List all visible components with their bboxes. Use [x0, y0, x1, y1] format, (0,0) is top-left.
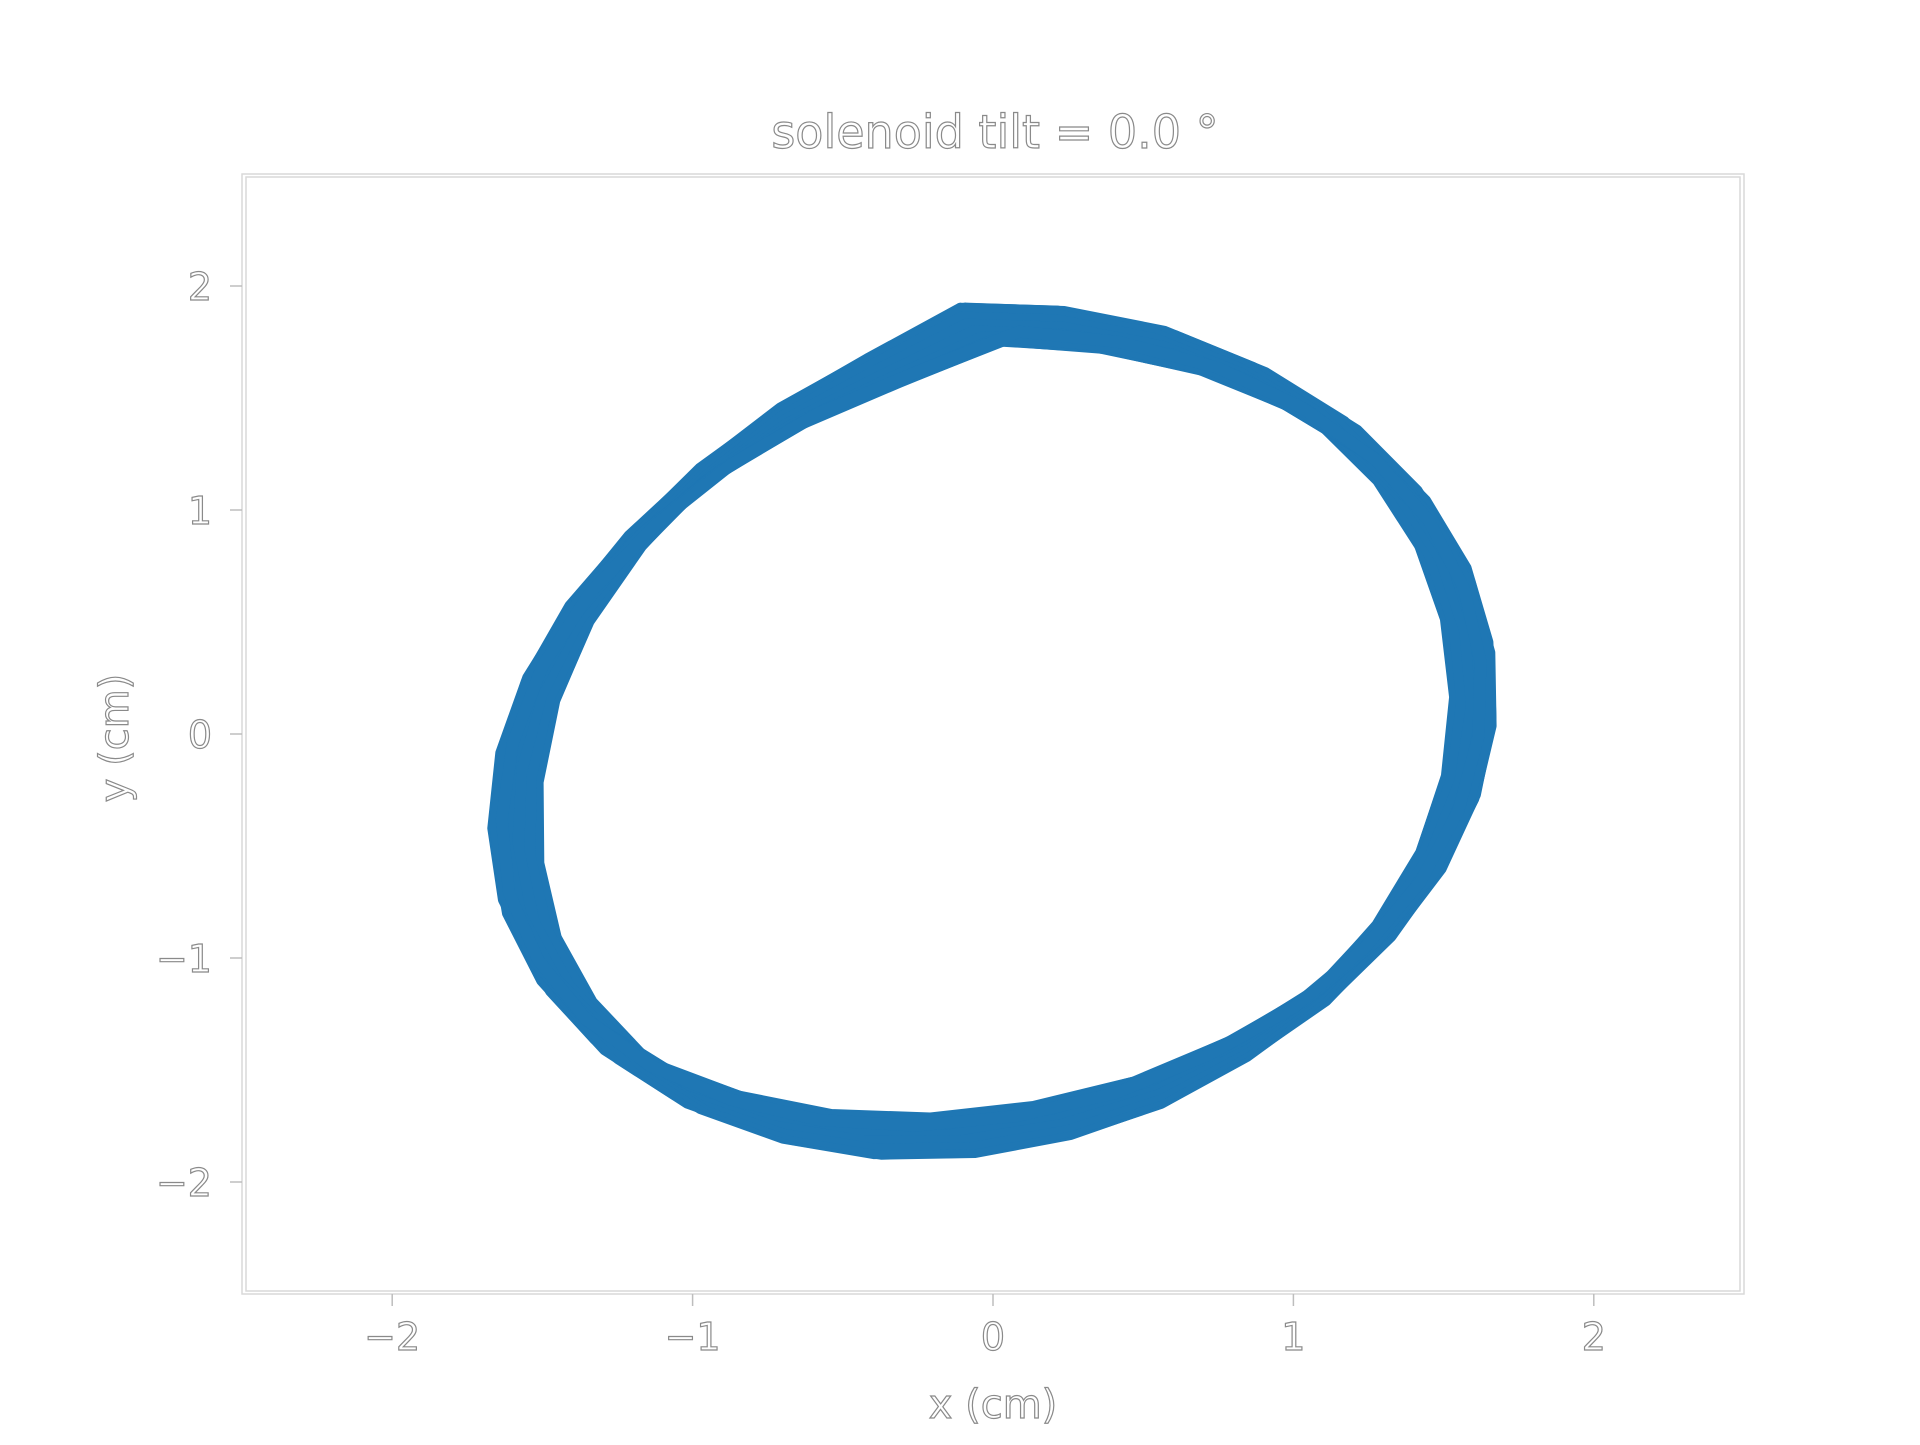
series-line	[526, 302, 1466, 1160]
series-line	[491, 334, 1495, 1126]
x-tick-label: −1	[665, 1315, 721, 1359]
x-axis-label: x (cm)	[929, 1382, 1058, 1428]
x-tick-label: −2	[364, 1315, 420, 1359]
y-axis-label: y (cm)	[92, 674, 138, 803]
x-axis-ticks: −2 −1 0 1 2	[364, 1294, 1606, 1360]
series-line	[495, 325, 1487, 1132]
x-tick-label: 2	[1582, 1315, 1606, 1359]
plot-area-border	[245, 176, 1741, 1292]
series-line	[489, 331, 1494, 1127]
x-tick-label: 0	[981, 1315, 1005, 1359]
chart-title: solenoid tilt = 0.0 °	[771, 105, 1218, 159]
y-tick-label: 1	[188, 489, 212, 533]
series-line	[512, 325, 1478, 1136]
series-line	[531, 306, 1462, 1157]
series-line	[530, 311, 1462, 1151]
y-tick-label: 2	[188, 265, 212, 309]
y-tick-label: −2	[156, 1161, 212, 1205]
y-axis-ticks: −2 −1 0 1 2	[155, 264, 242, 1206]
y-tick-label: −1	[156, 937, 212, 981]
series-line	[487, 334, 1497, 1125]
y-tick-label: 0	[188, 713, 212, 757]
x-tick-label: 1	[1281, 1315, 1305, 1359]
series-line	[500, 331, 1488, 1130]
series-line	[523, 318, 1469, 1144]
series-layer	[487, 302, 1497, 1160]
